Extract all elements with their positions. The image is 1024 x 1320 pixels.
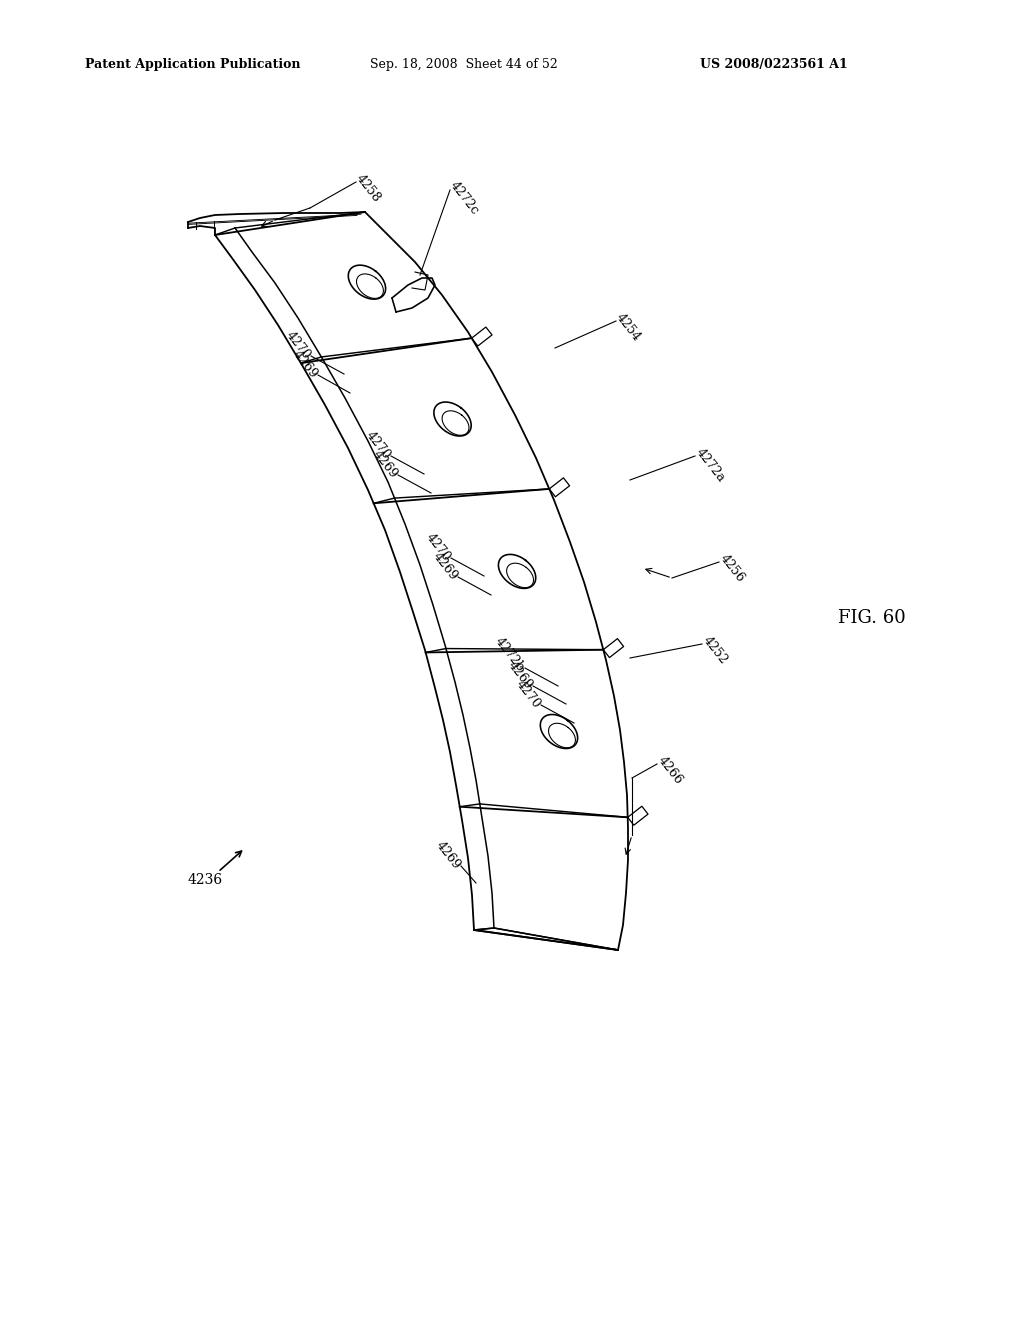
- Text: FIG. 60: FIG. 60: [838, 609, 906, 627]
- Text: 4266: 4266: [655, 754, 685, 787]
- Text: 4256: 4256: [717, 552, 746, 585]
- Text: US 2008/0223561 A1: US 2008/0223561 A1: [700, 58, 848, 71]
- Text: 4269: 4269: [430, 550, 460, 583]
- Text: 4269: 4269: [291, 348, 321, 381]
- Text: Patent Application Publication: Patent Application Publication: [85, 58, 300, 71]
- Text: 4270: 4270: [284, 329, 313, 362]
- Text: 4270: 4270: [513, 678, 543, 711]
- Text: 4252: 4252: [699, 634, 729, 667]
- Text: 4272b: 4272b: [493, 635, 527, 675]
- Text: Sep. 18, 2008  Sheet 44 of 52: Sep. 18, 2008 Sheet 44 of 52: [370, 58, 558, 71]
- Text: 4269: 4269: [505, 659, 536, 692]
- Text: 4272a: 4272a: [693, 446, 727, 484]
- Text: 4269: 4269: [371, 447, 400, 480]
- Text: 4270: 4270: [364, 429, 393, 462]
- Text: 4270: 4270: [423, 531, 454, 564]
- Text: 4258: 4258: [353, 172, 383, 205]
- Text: 4272c: 4272c: [446, 180, 481, 218]
- Text: 4254: 4254: [613, 312, 643, 345]
- Text: 4269: 4269: [433, 840, 463, 873]
- Text: 4236: 4236: [188, 873, 223, 887]
